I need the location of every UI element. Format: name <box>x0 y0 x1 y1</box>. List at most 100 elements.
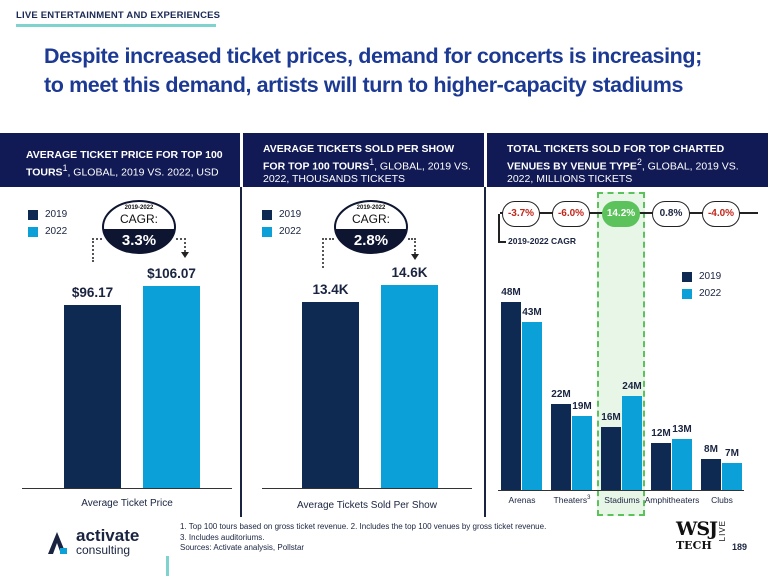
wsj-tech-live-logo: WSJ TECH LIVE <box>676 518 727 553</box>
panel-1-header: AVERAGE TICKET PRICE FOR TOP 100 TOURS1,… <box>0 133 240 187</box>
value-label-clubs-2022: 7M <box>725 447 739 459</box>
page-title: Despite increased ticket prices, demand … <box>44 42 744 100</box>
bar-clubs-2022 <box>722 462 742 490</box>
activate-logo: activate consulting <box>44 526 140 558</box>
panel-1-header-rest: , GLOBAL, 2019 VS. 2022, USD <box>67 166 219 178</box>
category-label-arenas: Arenas <box>508 495 536 505</box>
brand-live: LIVE <box>718 520 727 542</box>
category-label-theaters: Theaters3 <box>553 495 591 505</box>
headline-line-2: to meet this demand, artists will turn t… <box>44 73 684 97</box>
footnote-1: 1. Top 100 tours based on gross ticket r… <box>180 522 547 531</box>
legend-item-2019: 2019 <box>262 206 301 223</box>
panel-1-header-bold: AVERAGE TICKET PRICE FOR TOP 100 TOURS <box>26 149 223 178</box>
legend-label: 2022 <box>279 226 302 237</box>
panel-2-x-label: Average Tickets Sold Per Show <box>297 500 437 511</box>
cagr-pill-arenas: -3.7% <box>502 201 540 227</box>
legend-swatch-2019 <box>262 209 272 220</box>
panel-divider <box>240 187 242 517</box>
cagr-label: CAGR: <box>351 212 390 226</box>
legend-item-2022: 2022 <box>262 223 301 240</box>
cagr-pill-theaters: -6.0% <box>552 201 590 227</box>
value-label-arenas-2019: 48M <box>501 287 521 298</box>
cagr-pill-clubs: -4.0% <box>702 201 740 227</box>
category-label-amphitheaters: Amphitheaters <box>644 495 700 505</box>
page-number: 189 <box>732 542 748 552</box>
legend-item-2022: 2022 <box>682 285 721 302</box>
bar-2019 <box>64 304 121 488</box>
arrow-down-icon <box>411 254 419 260</box>
panel-2-header-rest: , GLOBAL, 2019 VS. 2022, THOUSANDS TICKE… <box>263 160 471 185</box>
section-label: LIVE ENTERTAINMENT AND EXPERIENCES <box>16 10 221 21</box>
activate-logo-icon <box>44 530 70 556</box>
legend-swatch-2019 <box>682 271 692 282</box>
legend-swatch-2019 <box>28 209 38 220</box>
brand-wsj: WSJ <box>676 518 718 540</box>
panel-1-x-label: Average Ticket Price <box>81 498 173 509</box>
panel-1-baseline <box>22 488 232 489</box>
cagr-years: 2019-2022 <box>356 205 386 211</box>
cagr-connector-left <box>322 238 334 268</box>
brand-tech: TECH <box>676 539 712 552</box>
panel-2-header: AVERAGE TICKETS SOLD PER SHOW FOR TOP 10… <box>243 133 484 187</box>
panel-1-cagr-badge: 2019-2022 CAGR: 3.3% <box>102 200 176 254</box>
panel-1-header-sup: 1 <box>62 162 68 173</box>
cagr-connector-left <box>92 238 102 262</box>
legend-label: 2022 <box>699 288 722 299</box>
cagr-value: 3.3% <box>121 232 157 249</box>
value-label-stadiums-2022: 24M <box>622 381 642 392</box>
bar-amphitheaters-2022 <box>672 439 692 490</box>
cagr-note-connector <box>498 241 506 243</box>
bar-arenas-2022 <box>522 321 542 490</box>
value-label-amphitheaters-2019: 12M <box>651 428 671 439</box>
panel-3-header: TOTAL TICKETS SOLD FOR TOP CHARTED VENUE… <box>487 133 768 187</box>
panel-2-header-sup: 1 <box>369 156 375 167</box>
cagr-label: CAGR: <box>119 212 158 226</box>
legend-swatch-2022 <box>682 288 692 299</box>
category-label-stadiums: Stadiums <box>604 495 640 505</box>
legend-label: 2019 <box>279 209 302 220</box>
legend-swatch-2022 <box>262 226 272 237</box>
footnotes: 1. Top 100 tours based on gross ticket r… <box>180 522 546 554</box>
legend-item-2022: 2022 <box>28 223 67 240</box>
panel-2-header-bold: AVERAGE TICKETS SOLD PER SHOW FOR TOP 10… <box>263 143 455 172</box>
bar-2022 <box>381 285 438 488</box>
cagr-pill-stadiums: 14.2% <box>602 201 640 227</box>
sources-note: Sources: Activate analysis, Pollstar <box>180 543 305 552</box>
cagr-connector-right <box>408 238 416 254</box>
value-label-clubs-2019: 8M <box>704 443 718 455</box>
bar-clubs-2019 <box>701 458 721 490</box>
value-label-2019: $96.17 <box>71 284 114 300</box>
panel-1-legend: 2019 2022 <box>28 206 67 240</box>
category-footnote-mark: 3 <box>587 495 591 502</box>
legend-label: 2022 <box>45 226 68 237</box>
panel-2-legend: 2019 2022 <box>262 206 301 240</box>
value-label-2019: 13.4K <box>312 281 349 297</box>
bar-stadiums-2022 <box>622 396 642 490</box>
value-label-amphitheaters-2022: 13M <box>672 424 692 436</box>
legend-item-2019: 2019 <box>682 268 721 285</box>
logo-name: activate <box>76 526 140 545</box>
category-label-clubs: Clubs <box>711 495 733 505</box>
bar-theaters-2019 <box>551 403 571 490</box>
cagr-connector-right <box>176 238 186 252</box>
bar-2019 <box>302 301 359 488</box>
bar-arenas-2019 <box>501 302 521 490</box>
section-rule <box>16 24 216 27</box>
logo-sub: consulting <box>76 543 131 557</box>
cagr-pill-amphitheaters: 0.8% <box>652 201 690 227</box>
bar-amphitheaters-2019 <box>651 443 671 490</box>
cagr-note-connector <box>498 214 500 242</box>
cagr-note: 2019-2022 CAGR <box>508 236 577 246</box>
panel-3-baseline <box>498 490 744 491</box>
footer-accent <box>166 556 169 576</box>
panel-2-baseline <box>262 488 472 489</box>
panel-3-legend: 2019 2022 <box>682 268 721 302</box>
cagr-value: 2.8% <box>353 232 389 249</box>
legend-swatch-2022 <box>28 226 38 237</box>
legend-label: 2019 <box>45 209 68 220</box>
headline-line-1: Despite increased ticket prices, demand … <box>44 44 702 68</box>
value-label-2022: 14.6K <box>391 265 428 280</box>
panel-2-cagr-badge: 2019-2022 CAGR: 2.8% <box>334 200 408 254</box>
legend-item-2019: 2019 <box>28 206 67 223</box>
arrow-down-icon <box>181 252 189 258</box>
